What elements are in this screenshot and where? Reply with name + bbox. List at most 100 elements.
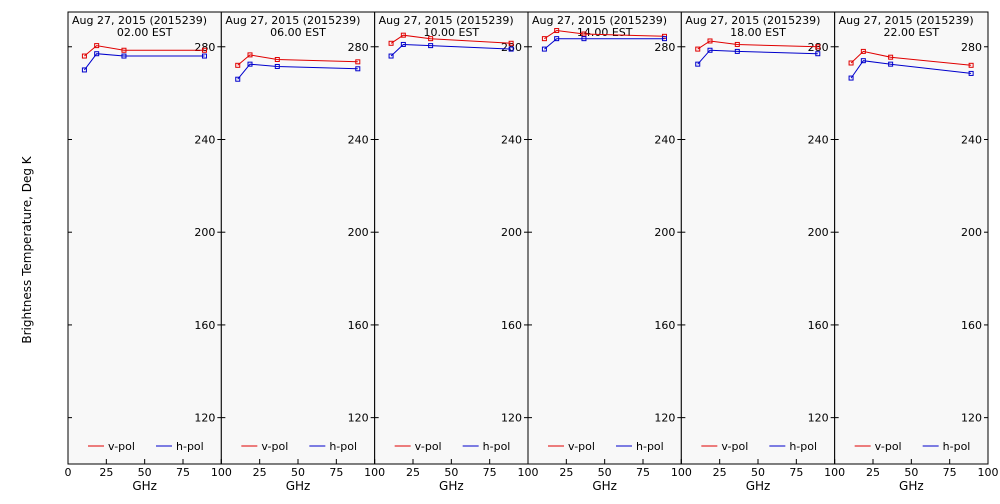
panel-subtitle: 02.00 EST [117, 26, 173, 39]
data-point-v-pol [388, 40, 394, 46]
legend-label-v-pol: v-pol [875, 440, 902, 453]
x-tick-label: 75 [943, 466, 957, 479]
x-tick-label: 25 [406, 466, 420, 479]
series-line-h-pol [850, 60, 972, 79]
y-tick-label: 280 [961, 41, 982, 54]
x-tick-label: 100 [978, 466, 999, 479]
data-point-h-pol [274, 63, 280, 69]
y-tick-label: 200 [808, 226, 829, 239]
data-point-v-pol [848, 60, 854, 66]
x-tick-label: 0 [65, 466, 72, 479]
x-tick-label: 50 [444, 466, 458, 479]
y-tick-label: 120 [194, 412, 215, 425]
data-point-v-pol [888, 54, 894, 60]
data-point-h-pol [247, 61, 253, 67]
series-line-v-pol [544, 29, 665, 40]
data-point-v-pol [541, 36, 547, 42]
x-axis-label: GHz [132, 479, 157, 493]
y-tick-label: 240 [808, 133, 829, 146]
data-point-h-pol [734, 48, 740, 54]
chart-panel-4: 120 160 200 240 280 25 50 75 100 GHz Aug 27, 2015 … [527, 11, 692, 493]
panel-frame [374, 11, 529, 465]
legend-label-v-pol: v-pol [415, 440, 442, 453]
legend-label-h-pol: h-pol [943, 440, 971, 453]
data-point-h-pol [554, 36, 560, 42]
data-point-v-pol [428, 36, 434, 42]
legend-label-h-pol: h-pol [176, 440, 204, 453]
panel-subtitle: 10.00 EST [424, 26, 480, 39]
series-line-h-pol [697, 49, 818, 65]
panel-title: Aug 27, 2015 (2015239) [225, 14, 360, 27]
panel-frame [680, 11, 836, 465]
data-point-h-pol [860, 58, 866, 64]
data-point-h-pol [428, 43, 434, 49]
x-tick-label: 50 [138, 466, 152, 479]
series-line-h-pol [390, 43, 512, 57]
data-point-h-pol [695, 61, 701, 67]
panel-title: Aug 27, 2015 (2015239) [532, 14, 667, 27]
data-point-v-pol [581, 31, 587, 37]
panel-title: Aug 27, 2015 (2015239) [685, 14, 820, 27]
legend-label-h-pol: h-pol [636, 440, 664, 453]
data-point-v-pol [734, 41, 740, 47]
panel-subtitle: 22.00 EST [884, 26, 940, 39]
data-point-h-pol [94, 51, 100, 57]
x-tick-label: 100 [518, 466, 539, 479]
x-axis-label: GHz [899, 479, 924, 493]
data-point-v-pol [400, 32, 406, 38]
y-tick-label: 120 [654, 412, 675, 425]
y-tick-label: 240 [348, 133, 369, 146]
y-tick-label: 200 [194, 226, 215, 239]
legend-label-h-pol: h-pol [789, 440, 817, 453]
data-point-h-pol [541, 46, 547, 52]
data-point-v-pol [201, 47, 207, 53]
series-line-v-pol [697, 40, 818, 50]
data-point-h-pol [388, 53, 394, 59]
x-tick-label: 50 [751, 466, 765, 479]
data-point-v-pol [94, 43, 100, 49]
y-axis-label: Brightness Temperature, Deg K [20, 155, 34, 343]
y-tick-label: 160 [501, 319, 522, 332]
series-line-v-pol [850, 50, 972, 66]
legend-label-v-pol: v-pol [261, 440, 288, 453]
series-line-h-pol [84, 53, 205, 71]
chart-panel-5: 120 160 200 240 280 25 50 75 100 GHz Aug 27, 2015 … [680, 11, 845, 493]
data-point-v-pol [860, 48, 866, 54]
data-point-v-pol [81, 53, 87, 59]
y-tick-label: 200 [501, 226, 522, 239]
y-tick-label: 160 [348, 319, 369, 332]
data-point-h-pol [508, 46, 514, 52]
data-point-v-pol [235, 62, 241, 68]
x-tick-label: 100 [211, 466, 232, 479]
y-tick-label: 120 [501, 412, 522, 425]
x-tick-label: 25 [99, 466, 113, 479]
y-tick-label: 280 [654, 41, 675, 54]
y-tick-label: 160 [961, 319, 982, 332]
y-tick-label: 240 [961, 133, 982, 146]
panel-frame [220, 11, 376, 465]
y-tick-label: 240 [501, 133, 522, 146]
data-point-h-pol [581, 36, 587, 42]
panel-title: Aug 27, 2015 (2015239) [72, 14, 207, 27]
x-tick-label: 75 [176, 466, 190, 479]
x-tick-label: 25 [253, 466, 267, 479]
data-point-v-pol [554, 28, 560, 34]
data-point-h-pol [121, 53, 127, 59]
legend-label-v-pol: v-pol [721, 440, 748, 453]
data-point-v-pol [121, 47, 127, 53]
data-point-v-pol [707, 38, 713, 44]
data-point-h-pol [355, 66, 361, 72]
x-tick-label: 25 [559, 466, 573, 479]
panel-subtitle: 14.00 EST [577, 26, 633, 39]
data-point-h-pol [81, 67, 87, 73]
panel-title: Aug 27, 2015 (2015239) [839, 14, 974, 27]
data-point-v-pol [968, 62, 974, 68]
x-tick-label: 100 [364, 466, 385, 479]
y-tick-label: 120 [961, 412, 982, 425]
series-line-v-pol [237, 54, 358, 66]
series-line-h-pol [544, 38, 665, 50]
x-tick-label: 75 [329, 466, 343, 479]
x-tick-label: 75 [789, 466, 803, 479]
panel-title: Aug 27, 2015 (2015239) [379, 14, 514, 27]
